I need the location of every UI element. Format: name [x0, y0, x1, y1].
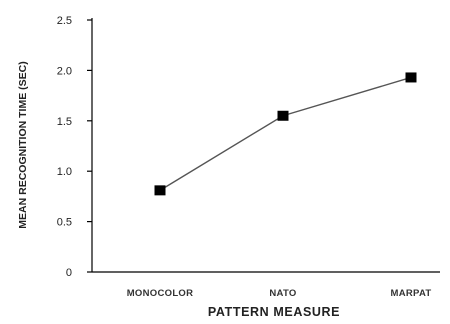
y-axis-title: MEAN RECOGNITION TIME (SEC) — [17, 61, 29, 228]
data-point-marker — [278, 111, 289, 121]
y-tick-label: 2.5 — [57, 15, 72, 27]
x-axis-title: PATTERN MEASURE — [208, 305, 340, 319]
y-tick-label: 1.0 — [57, 166, 72, 178]
x-tick-label: NATO — [269, 288, 296, 299]
x-tick-label: MONOCOLOR — [127, 288, 194, 299]
series-line — [160, 77, 411, 190]
y-axis-ticks: 0 0.5 1.0 1.5 2.0 2.5 — [57, 15, 92, 279]
data-point-marker — [406, 72, 417, 82]
series-group — [155, 72, 417, 195]
x-tick-label: MARPAT — [390, 288, 431, 299]
y-tick-label: 0.5 — [57, 217, 72, 229]
y-tick-label: 1.5 — [57, 116, 72, 128]
y-tick-label: 2.0 — [57, 65, 72, 77]
y-tick-label: 0 — [66, 267, 72, 279]
x-axis-ticks: MONOCOLOR NATO MARPAT — [127, 288, 432, 299]
data-point-marker — [155, 185, 166, 195]
